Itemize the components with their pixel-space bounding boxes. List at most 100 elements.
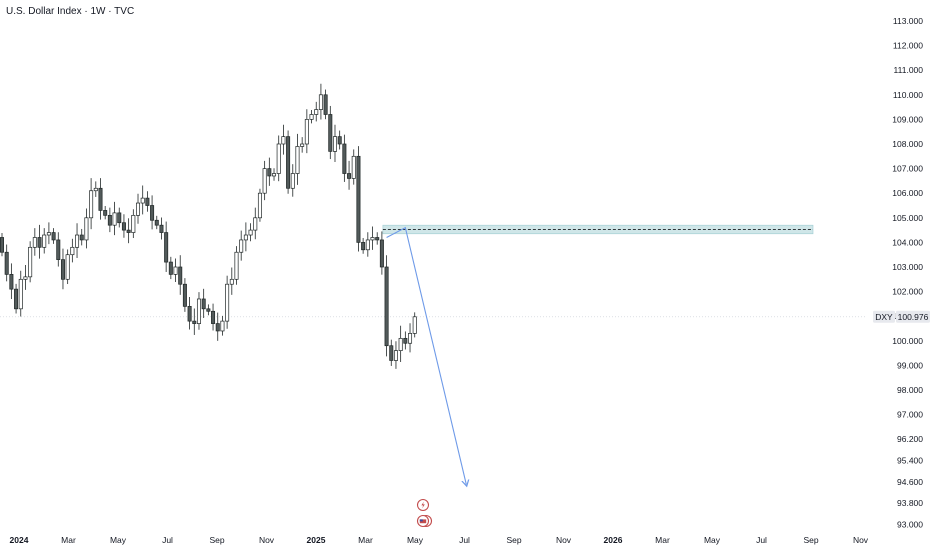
candle	[46, 222, 51, 245]
last-price-label: 100.976	[898, 312, 929, 322]
candle	[328, 105, 333, 160]
candle	[342, 134, 347, 182]
candle	[154, 215, 159, 230]
candle	[150, 195, 155, 230]
price-tick-label: 97.000	[897, 410, 923, 420]
candle	[196, 292, 201, 330]
time-axis[interactable]: 2024 Mar May Jul Sep Nov 2025 Mar May Jul Sep Nov 20…	[10, 535, 869, 545]
price-tick-label: 100.000	[892, 336, 923, 346]
time-tick-label: Mar	[61, 535, 76, 545]
candle	[9, 263, 14, 300]
time-tick-label: Mar	[358, 535, 373, 545]
candle	[318, 83, 323, 120]
event-markers[interactable]	[416, 498, 433, 528]
candle	[37, 224, 42, 259]
time-tick-label: Mar	[655, 535, 670, 545]
candle	[412, 312, 417, 338]
price-tick-label: 94.600	[897, 477, 923, 487]
candle	[23, 265, 28, 290]
candle	[145, 191, 150, 212]
candle	[239, 230, 244, 261]
price-tick-label: 93.000	[897, 519, 923, 529]
candle	[398, 325, 403, 363]
candle	[211, 303, 216, 331]
price-tick-label: 112.000	[893, 41, 923, 51]
candle	[126, 218, 131, 244]
candle	[351, 149, 356, 185]
candle	[51, 228, 56, 244]
candle	[70, 238, 75, 263]
candle	[187, 297, 192, 330]
candle	[32, 228, 37, 256]
candle	[332, 124, 337, 163]
candle	[234, 246, 239, 285]
candle	[103, 205, 108, 220]
candle	[267, 157, 272, 186]
candle	[60, 248, 65, 290]
candle	[262, 160, 267, 201]
candle-series	[0, 83, 417, 369]
candle	[14, 283, 19, 314]
price-tick-label: 103.000	[892, 262, 923, 272]
candle	[75, 223, 80, 258]
us-flag-event-icon[interactable]	[416, 514, 433, 528]
candle	[201, 288, 206, 318]
last-price-badge	[896, 310, 930, 323]
price-tick-label: 113.000	[893, 16, 923, 26]
price-tick-label: 102.000	[892, 287, 923, 297]
candle	[257, 188, 262, 222]
candle	[243, 222, 248, 252]
candle	[164, 221, 169, 272]
flash-event-icon[interactable]	[416, 498, 430, 512]
price-tick-label: 107.000	[892, 164, 923, 174]
chart-title: U.S. Dollar Index · 1W · TVC	[6, 6, 135, 17]
candle	[276, 135, 281, 182]
candle	[384, 255, 389, 357]
time-tick-label: Sep	[209, 535, 224, 545]
candle	[272, 168, 277, 181]
candle	[28, 241, 33, 283]
candle	[4, 244, 9, 282]
projection-arrow[interactable]	[386, 226, 467, 485]
price-tick-label: 106.000	[892, 188, 923, 198]
candle	[403, 331, 408, 350]
candle	[107, 207, 112, 233]
symbol-label: DXY	[875, 312, 893, 322]
resistance-zone[interactable]	[382, 224, 814, 235]
candle	[300, 137, 305, 153]
candle	[89, 178, 94, 230]
price-tick-label: 96.200	[897, 434, 923, 444]
candle	[159, 217, 164, 240]
candle	[290, 164, 295, 197]
candle	[136, 193, 141, 224]
candle	[42, 228, 47, 254]
time-tick-label: Jul	[162, 535, 173, 545]
candle	[206, 304, 211, 316]
candle	[361, 237, 366, 254]
symbol-badge	[873, 310, 895, 323]
time-tick-label: 2024	[10, 535, 29, 545]
time-tick-label: Jul	[459, 535, 470, 545]
candle	[79, 228, 84, 246]
price-axis[interactable]: 113.000 112.000 111.000 110.000 109.000 108.0…	[892, 16, 923, 529]
candle	[281, 124, 286, 155]
time-tick-label: Sep	[506, 535, 521, 545]
candle	[408, 323, 413, 353]
candle	[389, 339, 394, 366]
time-tick-label: Jul	[756, 535, 767, 545]
candle	[365, 232, 370, 257]
candle	[347, 160, 352, 190]
price-tick-label: 105.000	[892, 213, 923, 223]
price-tick-label: 104.000	[892, 237, 923, 247]
time-tick-label: May	[407, 535, 424, 545]
time-tick-label: Sep	[803, 535, 818, 545]
candle	[84, 208, 89, 249]
price-label-badges: DXY 100.976	[873, 310, 930, 323]
candle	[253, 207, 258, 240]
candle	[112, 201, 117, 236]
price-tick-label: 95.400	[897, 456, 923, 466]
candle	[379, 231, 384, 275]
price-tick-label: 93.800	[897, 498, 923, 508]
candle	[173, 258, 178, 283]
